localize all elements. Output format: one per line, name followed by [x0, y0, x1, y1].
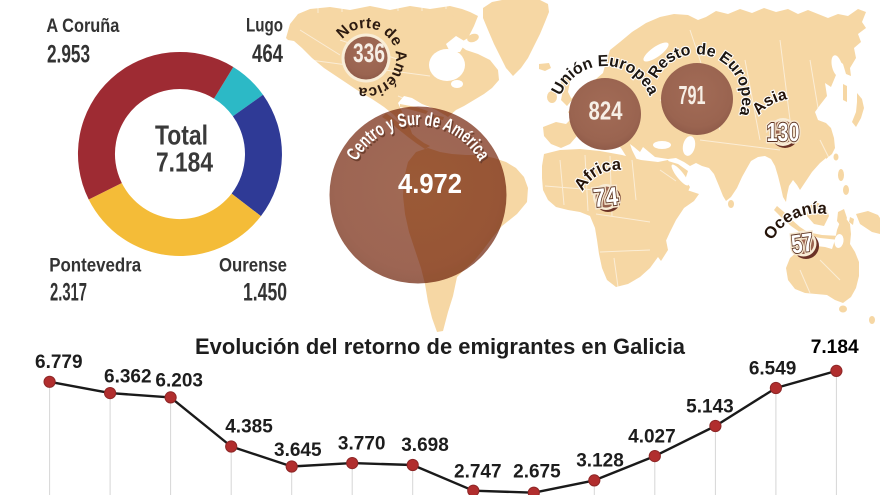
svg-text:6.203: 6.203 [155, 371, 203, 392]
svg-text:Total: Total [155, 120, 208, 151]
svg-text:7.184: 7.184 [156, 147, 213, 178]
svg-text:4.027: 4.027 [628, 426, 676, 447]
svg-text:3.770: 3.770 [338, 434, 386, 455]
svg-text:130: 130 [767, 117, 800, 147]
svg-text:74: 74 [592, 181, 620, 213]
svg-text:Ourense: Ourense [219, 256, 287, 277]
svg-text:2.953: 2.953 [47, 41, 90, 69]
svg-text:464: 464 [252, 40, 283, 68]
svg-text:2.747: 2.747 [454, 462, 502, 483]
svg-text:3.645: 3.645 [274, 440, 322, 461]
svg-text:3.698: 3.698 [401, 435, 449, 456]
svg-text:791: 791 [679, 80, 706, 110]
svg-text:130: 130 [767, 117, 800, 147]
svg-text:6.549: 6.549 [749, 358, 797, 379]
svg-text:2.675: 2.675 [513, 462, 561, 483]
svg-text:3.128: 3.128 [576, 450, 624, 471]
svg-text:6.362: 6.362 [104, 367, 152, 388]
svg-text:Lugo: Lugo [246, 16, 283, 37]
svg-text:336: 336 [353, 38, 385, 68]
svg-text:5.143: 5.143 [686, 397, 734, 418]
svg-text:4.385: 4.385 [225, 417, 273, 438]
svg-text:824: 824 [589, 96, 623, 126]
svg-text:4.972: 4.972 [398, 168, 462, 199]
svg-text:A Coruña: A Coruña [46, 16, 119, 37]
svg-text:6.779: 6.779 [35, 352, 83, 373]
svg-text:1.450: 1.450 [243, 279, 287, 307]
svg-text:7.184: 7.184 [811, 336, 859, 358]
svg-text:Evolución del retorno de emigr: Evolución del retorno de emigrantes en G… [195, 334, 686, 359]
svg-text:2.317: 2.317 [50, 279, 87, 307]
svg-text:Pontevedra: Pontevedra [49, 256, 141, 277]
svg-text:57: 57 [789, 227, 815, 260]
